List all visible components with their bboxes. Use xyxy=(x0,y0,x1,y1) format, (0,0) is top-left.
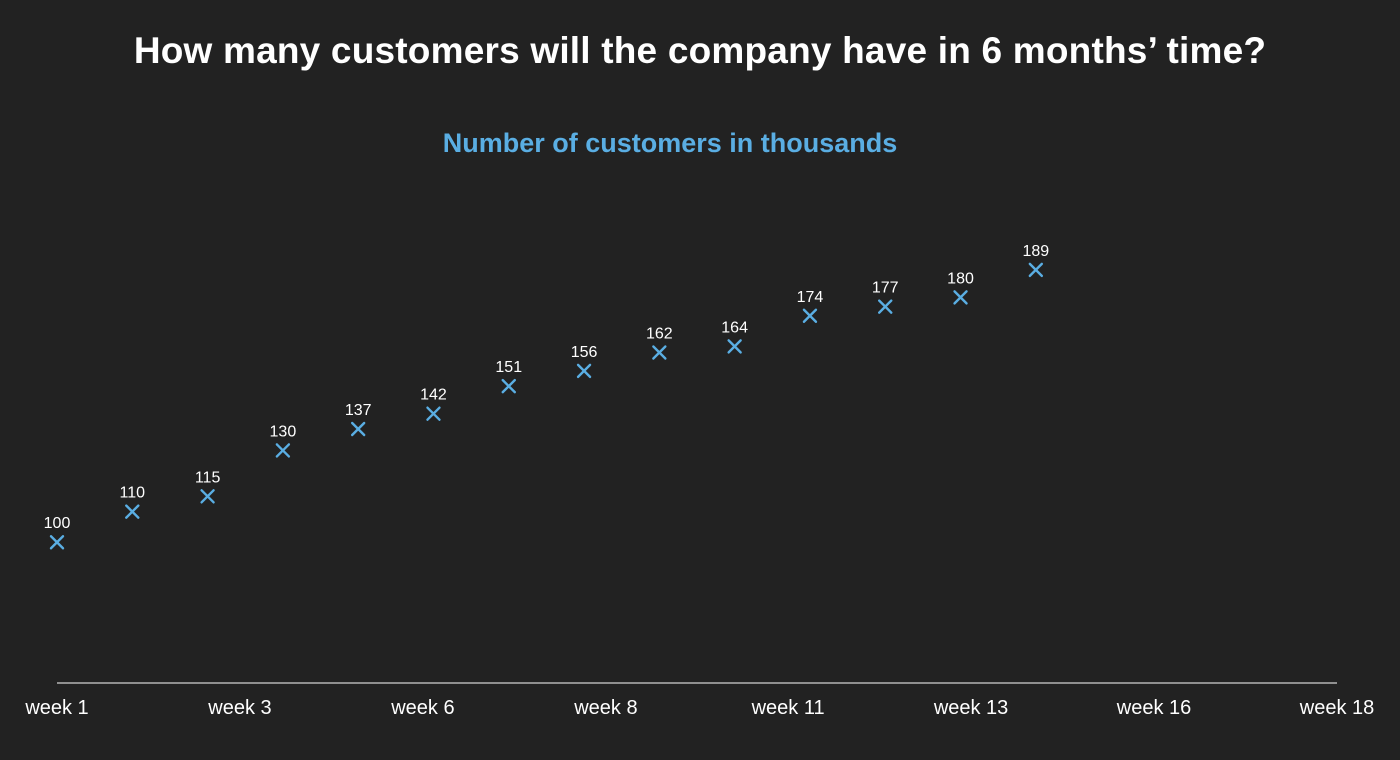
data-label: 142 xyxy=(420,387,447,404)
x-tick-label: week 11 xyxy=(751,697,825,719)
data-point-marker xyxy=(275,443,291,458)
data-label: 177 xyxy=(872,280,899,297)
x-tick-label: week 1 xyxy=(24,697,88,719)
data-point-marker xyxy=(576,363,592,379)
data-label: 189 xyxy=(1022,243,1049,260)
data-point-marker xyxy=(953,290,968,305)
x-tick-label: week 6 xyxy=(390,697,454,719)
data-label: 100 xyxy=(44,515,71,532)
data-point-marker xyxy=(501,378,516,394)
data-label: 162 xyxy=(646,325,673,342)
data-label: 174 xyxy=(797,289,824,306)
data-label: 130 xyxy=(270,423,297,440)
data-label: 156 xyxy=(571,344,598,361)
data-point-marker xyxy=(200,489,215,504)
data-label: 180 xyxy=(947,270,974,287)
data-point-marker xyxy=(350,421,366,437)
data-point-marker xyxy=(802,308,818,323)
x-tick-label: week 13 xyxy=(933,697,1009,719)
chart-title: Number of customers in thousands xyxy=(442,128,898,158)
page-title: How many customers will the company have… xyxy=(133,30,1267,71)
data-point-marker xyxy=(426,406,441,421)
data-point-marker xyxy=(727,339,742,354)
data-label: 115 xyxy=(195,469,221,486)
data-label: 164 xyxy=(721,319,748,336)
data-point-marker xyxy=(878,299,893,314)
data-point-marker xyxy=(1028,262,1044,278)
data-label: 137 xyxy=(345,402,372,419)
data-point-marker xyxy=(652,345,667,360)
data-label: 151 xyxy=(495,359,522,376)
x-tick-label: week 18 xyxy=(1299,697,1375,719)
x-tick-label: week 8 xyxy=(573,697,637,719)
data-label: 110 xyxy=(120,485,146,502)
data-point-marker xyxy=(125,504,140,519)
x-tick-label: week 16 xyxy=(1116,697,1192,719)
x-tick-label: week 3 xyxy=(207,697,271,719)
data-point-marker xyxy=(49,535,65,550)
